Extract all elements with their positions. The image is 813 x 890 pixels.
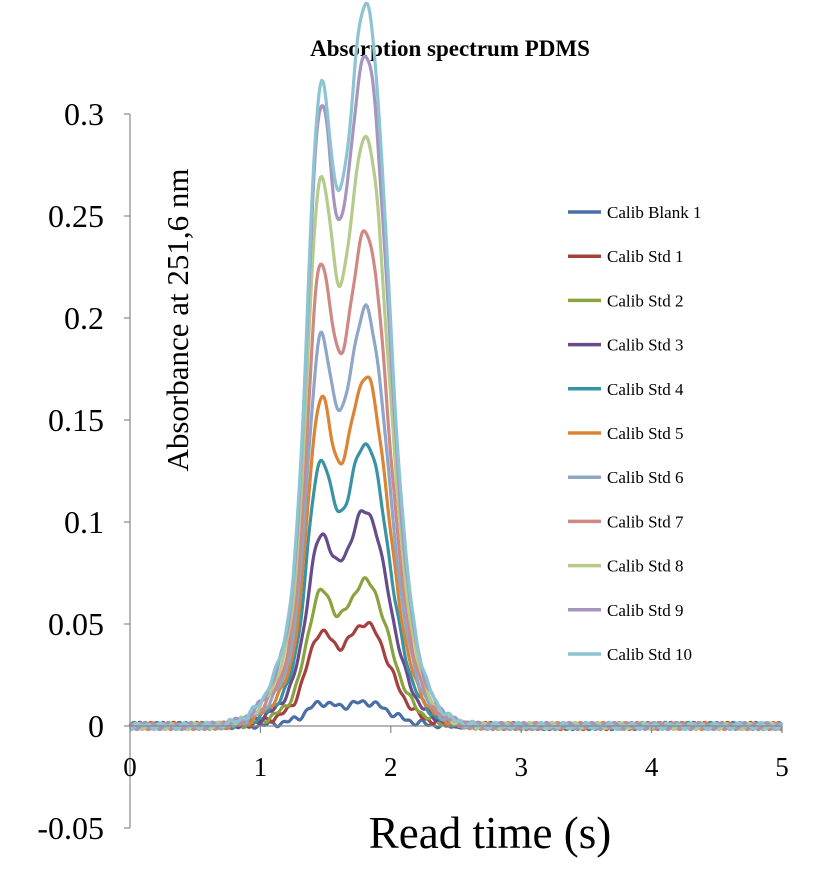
legend: Calib Blank 1 Calib Std 1 Calib Std 2 Calib… — [568, 203, 701, 664]
y-axis-label: Absorbance at 251,6 nm — [160, 168, 195, 471]
x-tick-label: 1 — [254, 752, 268, 782]
y-tick-label: 0.2 — [64, 300, 104, 336]
series-line-calib-std-10 — [129, 1, 784, 732]
legend-label: Calib Blank 1 — [607, 203, 701, 222]
y-tick-label: 0.05 — [48, 606, 104, 642]
legend-label: Calib Std 3 — [607, 336, 684, 355]
y-axis: -0.05 0 0.05 0.1 0.15 0.2 0.25 0.3 — [37, 96, 131, 846]
y-tick-label: -0.05 — [37, 810, 104, 846]
series-line-calib-std-8 — [129, 134, 783, 732]
y-tick-label: 0 — [88, 708, 104, 744]
series-line-calib-std-4 — [128, 442, 783, 732]
y-tick-label: 0.1 — [64, 504, 104, 540]
series-line-calib-std-3 — [129, 509, 783, 732]
y-tick-label: 0.15 — [48, 402, 104, 438]
x-tick-label: 4 — [645, 752, 659, 782]
chart-title: Absorption spectrum PDMS — [310, 36, 590, 61]
series-line-calib-std-6 — [129, 303, 783, 732]
legend-label: Calib Std 6 — [607, 468, 684, 487]
y-tick-label: 0.3 — [64, 96, 104, 132]
x-tick-label: 0 — [123, 752, 137, 782]
x-tick-label: 2 — [384, 752, 398, 782]
legend-label: Calib Std 2 — [607, 291, 684, 310]
legend-label: Calib Std 9 — [607, 601, 684, 620]
y-tick-label: 0.25 — [48, 198, 104, 234]
legend-label: Calib Std 5 — [607, 424, 684, 443]
series-line-calib-std-9 — [129, 54, 783, 732]
plot-area — [128, 1, 784, 732]
x-axis: 0 1 2 3 4 5 — [123, 725, 789, 782]
legend-label: Calib Std 1 — [607, 247, 684, 266]
legend-label: Calib Std 7 — [607, 512, 684, 531]
series-line-calib-std-1 — [128, 621, 783, 732]
legend-label: Calib Std 10 — [607, 645, 692, 664]
legend-label: Calib Std 4 — [607, 380, 684, 399]
series-line-calib-std-5 — [128, 375, 783, 732]
x-tick-label: 5 — [775, 752, 789, 782]
legend-label: Calib Std 8 — [607, 557, 684, 576]
x-tick-label: 3 — [514, 752, 528, 782]
x-axis-label: Read time (s) — [369, 808, 611, 858]
